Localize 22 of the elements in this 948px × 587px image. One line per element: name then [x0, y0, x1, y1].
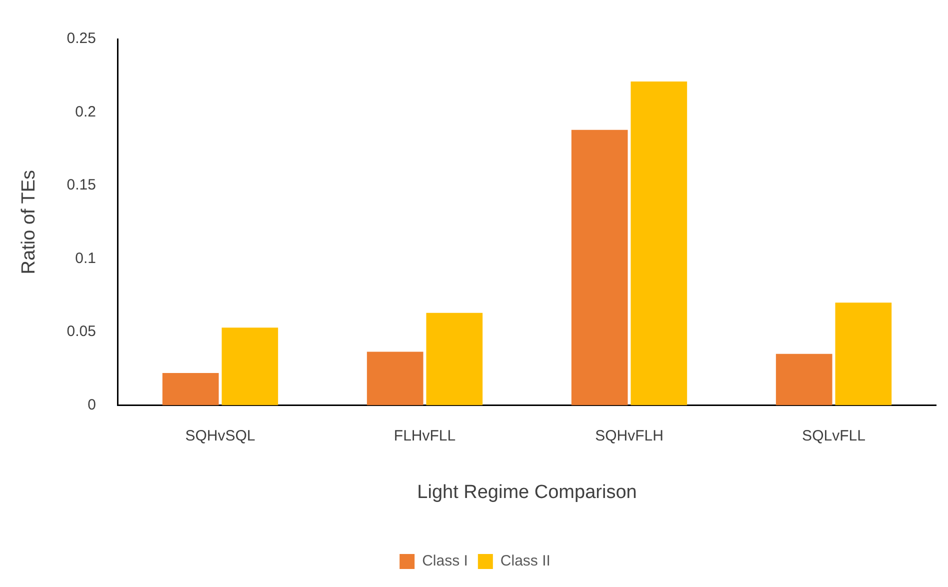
- x-axis-title: Light Regime Comparison: [417, 482, 637, 503]
- bar: [162, 372, 219, 406]
- bar: [630, 81, 688, 406]
- bar: [426, 312, 483, 406]
- y-tick-label: 0.1: [75, 250, 96, 267]
- y-axis-title: Ratio of TEs: [18, 170, 40, 274]
- x-tick-label: FLHvFLL: [394, 427, 456, 444]
- legend-label: Class II: [500, 552, 550, 570]
- bar: [835, 302, 892, 406]
- x-tick-label: SQHvFLH: [595, 427, 664, 444]
- bar: [222, 328, 278, 406]
- x-tick-label: SQHvSQL: [185, 427, 256, 444]
- bar: [571, 130, 628, 406]
- y-tick-label: 0.2: [75, 103, 96, 120]
- legend-label: Class I: [422, 552, 468, 570]
- x-tick-label: SQLvFLL: [802, 427, 866, 444]
- bar: [776, 354, 832, 406]
- y-tick-label: 0: [88, 396, 96, 414]
- y-tick-label: 0.05: [66, 323, 96, 340]
- bar: [366, 352, 424, 406]
- y-tick-label: 0.15: [66, 176, 96, 194]
- y-tick-label: 0.25: [66, 30, 96, 48]
